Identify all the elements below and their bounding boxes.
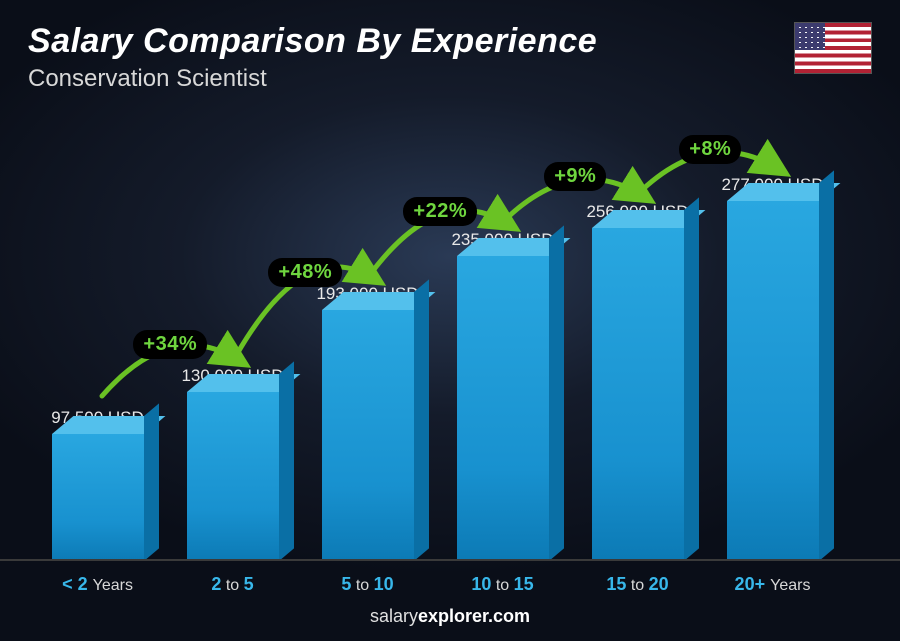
footer-attribution: salaryexplorer.com <box>0 606 900 627</box>
page-title: Salary Comparison By Experience <box>28 22 780 61</box>
growth-percent-badge: +34% <box>133 330 207 359</box>
bar <box>457 256 549 561</box>
bar <box>187 392 279 561</box>
bar-group: 235,000 USD10 to 15 <box>435 230 570 561</box>
growth-percent-badge: +48% <box>268 258 342 287</box>
bar-group: 130,000 USD2 to 5 <box>165 366 300 561</box>
growth-percent-badge: +9% <box>544 162 606 191</box>
bar-group: 277,000 USD20+ Years <box>705 175 840 561</box>
bar <box>727 201 819 561</box>
bar-category-label: 5 to 10 <box>341 574 393 595</box>
footer-suffix: explorer.com <box>418 606 530 626</box>
country-flag-icon <box>794 22 872 74</box>
bar <box>52 434 144 561</box>
bar-category-label: 15 to 20 <box>606 574 668 595</box>
chart-baseline <box>0 559 900 561</box>
bar-group: 256,000 USD15 to 20 <box>570 202 705 561</box>
bar-category-label: 2 to 5 <box>211 574 253 595</box>
header: Salary Comparison By Experience Conserva… <box>28 22 780 93</box>
growth-percent-badge: +8% <box>679 135 741 164</box>
growth-percent-badge: +22% <box>403 197 477 226</box>
page-subtitle: Conservation Scientist <box>28 65 780 93</box>
bar-group: 193,000 USD5 to 10 <box>300 284 435 561</box>
bar <box>592 228 684 561</box>
bar <box>322 310 414 561</box>
bar-category-label: 20+ Years <box>735 574 811 595</box>
bar-group: 97,500 USD< 2 Years <box>30 408 165 561</box>
bar-category-label: 10 to 15 <box>471 574 533 595</box>
footer-prefix: salary <box>370 606 418 626</box>
bar-category-label: < 2 Years <box>62 574 133 595</box>
